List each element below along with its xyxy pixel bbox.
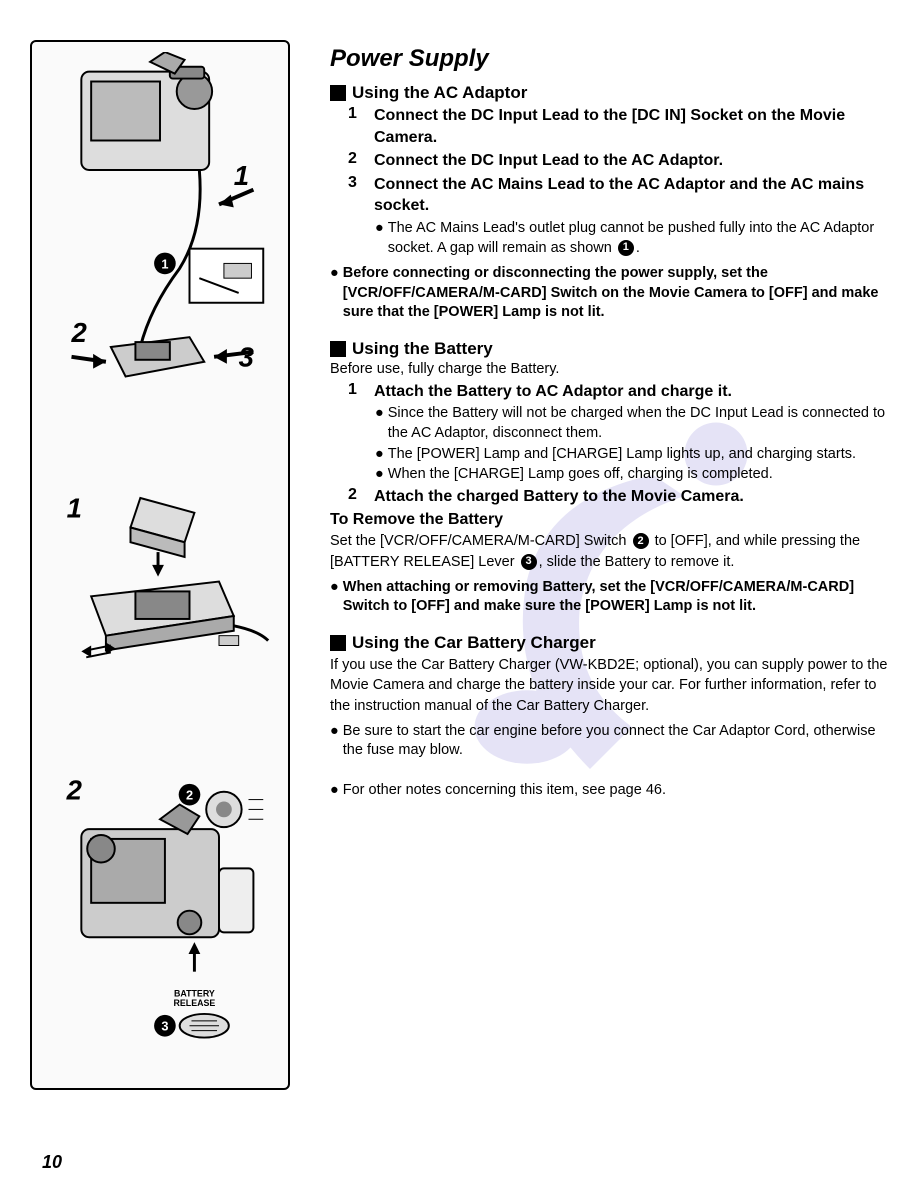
- battery-step-2-text: Attach the charged Battery to the Movie …: [374, 486, 744, 508]
- circle-ref-2: 2: [633, 533, 649, 549]
- bullet-box-icon: [330, 85, 346, 101]
- battery-note-3: ●When the [CHARGE] Lamp goes off, chargi…: [375, 465, 888, 485]
- battery-warning-text: When attaching or removing Battery, set …: [343, 578, 888, 617]
- remove-battery-para: Set the [VCR/OFF/CAMERA/M-CARD] Switch 2…: [330, 531, 888, 572]
- heading-battery-text: Using the Battery: [352, 339, 493, 359]
- circle-ref-3: 3: [521, 554, 537, 570]
- illustration-ac-adaptor: 1 1 2: [42, 52, 278, 406]
- svg-text:3: 3: [239, 342, 254, 373]
- ac-warning: ●Before connecting or disconnecting the …: [330, 264, 888, 323]
- ac-note-1: ●The AC Mains Lead's outlet plug cannot …: [375, 219, 888, 258]
- illustration-battery-charge: 1: [42, 431, 278, 742]
- battery-note-2: ●The [POWER] Lamp and [CHARGE] Lamp ligh…: [375, 445, 888, 465]
- ac-warning-text: Before connecting or disconnecting the p…: [343, 264, 888, 323]
- remove-para-3: , slide the Battery to remove it.: [539, 554, 735, 570]
- car-charger-note-text: Be sure to start the car engine before y…: [343, 722, 888, 761]
- svg-text:1: 1: [67, 493, 82, 524]
- svg-text:2: 2: [71, 317, 88, 348]
- car-charger-para: If you use the Car Battery Charger (VW-K…: [330, 655, 888, 716]
- battery-note-1-text: Since the Battery will not be charged wh…: [388, 404, 888, 443]
- battery-note-1: ●Since the Battery will not be charged w…: [375, 404, 888, 443]
- battery-note-2-text: The [POWER] Lamp and [CHARGE] Lamp light…: [388, 445, 856, 465]
- circle-ref-1: 1: [618, 240, 634, 256]
- battery-step-2: 2Attach the charged Battery to the Movie…: [348, 486, 888, 508]
- bullet-box-icon: [330, 635, 346, 651]
- section-ac-adaptor: Using the AC Adaptor 1Connect the DC Inp…: [330, 83, 888, 323]
- battery-warning: ●When attaching or removing Battery, set…: [330, 578, 888, 617]
- svg-text:1: 1: [161, 256, 168, 271]
- step-1-text: Connect the DC Input Lead to the [DC IN]…: [374, 105, 888, 148]
- battery-note-3-text: When the [CHARGE] Lamp goes off, chargin…: [388, 465, 773, 485]
- heading-ac-adaptor-text: Using the AC Adaptor: [352, 83, 527, 103]
- illustration-column: 1 1 2: [30, 40, 310, 1090]
- heading-car-charger-text: Using the Car Battery Charger: [352, 633, 596, 653]
- content-column: Power Supply Using the AC Adaptor 1Conne…: [330, 40, 888, 1090]
- svg-text:2: 2: [186, 788, 193, 803]
- battery-step-1-text: Attach the Battery to AC Adaptor and cha…: [374, 381, 732, 403]
- page-title: Power Supply: [330, 45, 888, 73]
- svg-text:3: 3: [161, 1019, 168, 1034]
- svg-text:1: 1: [234, 160, 249, 191]
- car-charger-note: ●Be sure to start the car engine before …: [330, 722, 888, 761]
- heading-ac-adaptor: Using the AC Adaptor: [330, 83, 888, 103]
- heading-car-charger: Using the Car Battery Charger: [330, 633, 888, 653]
- step-1: 1Connect the DC Input Lead to the [DC IN…: [348, 105, 888, 148]
- step-3-text: Connect the AC Mains Lead to the AC Adap…: [374, 174, 888, 217]
- bullet-box-icon: [330, 341, 346, 357]
- page-number: 10: [42, 1152, 62, 1173]
- svg-text:2: 2: [66, 775, 83, 806]
- illustration-battery-attach: 2 2: [42, 767, 278, 1078]
- footer-note: ●For other notes concerning this item, s…: [330, 781, 888, 801]
- svg-text:RELEASE: RELEASE: [174, 998, 216, 1008]
- section-battery: Using the Battery Before use, fully char…: [330, 339, 888, 617]
- illustration-frame: 1 1 2: [30, 40, 290, 1090]
- footer-note-text: For other notes concerning this item, se…: [343, 781, 666, 801]
- battery-step-1: 1Attach the Battery to AC Adaptor and ch…: [348, 381, 888, 403]
- heading-battery: Using the Battery: [330, 339, 888, 359]
- battery-intro: Before use, fully charge the Battery.: [330, 361, 888, 377]
- remove-para-1: Set the [VCR/OFF/CAMERA/M-CARD] Switch: [330, 533, 627, 549]
- step-2-text: Connect the DC Input Lead to the AC Adap…: [374, 150, 723, 172]
- section-car-charger: Using the Car Battery Charger If you use…: [330, 633, 888, 761]
- step-3: 3Connect the AC Mains Lead to the AC Ada…: [348, 174, 888, 217]
- svg-text:BATTERY: BATTERY: [174, 988, 215, 998]
- remove-battery-heading: To Remove the Battery: [330, 511, 888, 529]
- step-2: 2Connect the DC Input Lead to the AC Ada…: [348, 150, 888, 172]
